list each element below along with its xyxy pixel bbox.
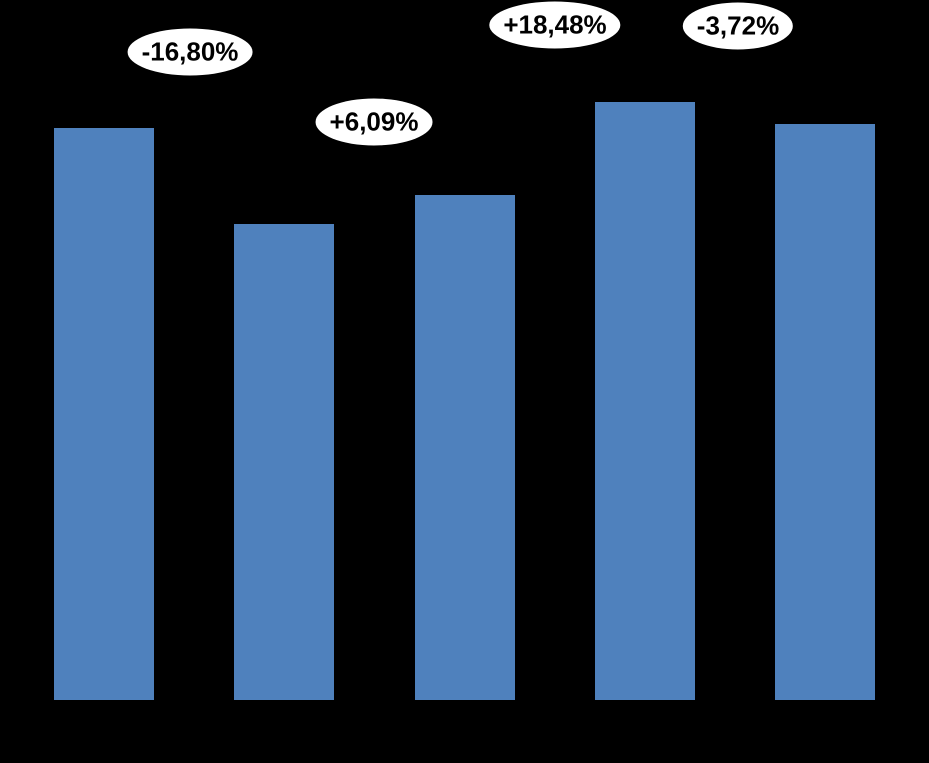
bar-2 bbox=[234, 224, 334, 700]
bar-5 bbox=[775, 124, 875, 700]
change-label-2: +6,09% bbox=[329, 106, 419, 137]
change-callout-2: +6,09% bbox=[315, 98, 433, 146]
bar-3 bbox=[415, 195, 515, 700]
change-callout-1: -16,80% bbox=[127, 28, 253, 76]
change-label-1: -16,80% bbox=[141, 36, 239, 67]
bar-1 bbox=[54, 128, 154, 700]
change-callout-3: +18,48% bbox=[489, 1, 621, 49]
change-label-4: -3,72% bbox=[696, 10, 780, 41]
bar-4 bbox=[595, 102, 695, 700]
change-label-3: +18,48% bbox=[503, 9, 607, 40]
change-callout-4: -3,72% bbox=[682, 2, 794, 50]
